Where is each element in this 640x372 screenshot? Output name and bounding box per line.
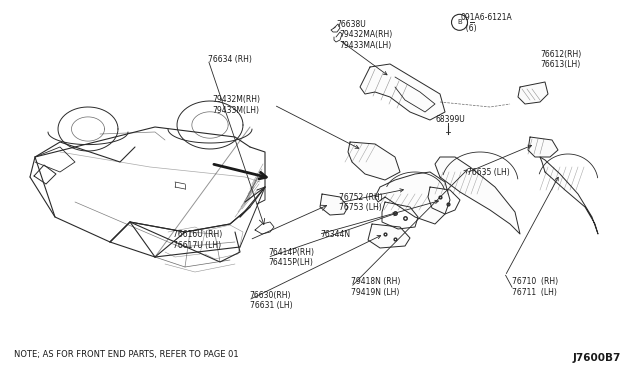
Polygon shape (348, 142, 400, 180)
Text: 76752 (RH)
76753 (LH): 76752 (RH) 76753 (LH) (339, 193, 383, 212)
Text: 68399U: 68399U (435, 115, 465, 124)
Polygon shape (540, 157, 598, 234)
Text: 76634 (RH): 76634 (RH) (208, 55, 252, 64)
Polygon shape (375, 172, 450, 224)
Text: 76612(RH)
76613(LH): 76612(RH) 76613(LH) (541, 50, 582, 69)
Text: 79432MA(RH)
79433MA(LH): 79432MA(RH) 79433MA(LH) (339, 30, 392, 49)
Polygon shape (368, 224, 410, 248)
Text: 091A6-6121A
  (6): 091A6-6121A (6) (461, 13, 513, 33)
Text: B: B (457, 19, 462, 25)
Text: 76344N: 76344N (320, 230, 350, 239)
Polygon shape (360, 64, 445, 120)
Text: 76630(RH)
76631 (LH): 76630(RH) 76631 (LH) (250, 291, 292, 310)
Text: 76414P(RH)
76415P(LH): 76414P(RH) 76415P(LH) (269, 248, 315, 267)
Text: 76616U (RH)
76617U (LH): 76616U (RH) 76617U (LH) (173, 230, 222, 250)
Text: 76635 (LH): 76635 (LH) (467, 169, 510, 177)
Text: 76638U: 76638U (336, 20, 365, 29)
Polygon shape (528, 137, 558, 157)
Polygon shape (435, 157, 520, 234)
Text: 76710  (RH)
76711  (LH): 76710 (RH) 76711 (LH) (512, 278, 558, 297)
Polygon shape (518, 82, 548, 104)
Polygon shape (320, 194, 348, 215)
Text: 79418N (RH)
79419N (LH): 79418N (RH) 79419N (LH) (351, 278, 400, 297)
Text: J7600B7: J7600B7 (572, 353, 621, 363)
Text: NOTE; AS FOR FRONT END PARTS, REFER TO PAGE 01: NOTE; AS FOR FRONT END PARTS, REFER TO P… (14, 350, 239, 359)
Text: 79432M(RH)
79433M(LH): 79432M(RH) 79433M(LH) (212, 95, 260, 115)
